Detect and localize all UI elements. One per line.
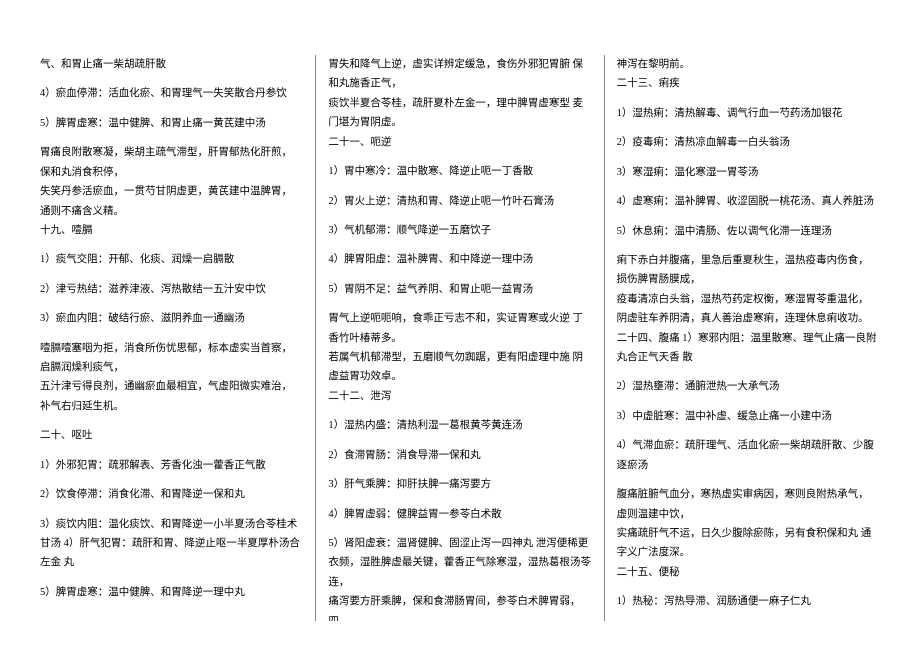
paragraph: 1）湿热内盛：清热利湿一葛根黄芩黄连汤 xyxy=(328,416,591,435)
paragraph: 4）气滞血瘀：疏肝理气、活血化瘀一柴胡疏肝散、少腹逐瘀汤 xyxy=(617,436,880,475)
paragraph: 2）津亏热结：滋养津液、泻热散结一五汁安中饮 xyxy=(40,280,303,299)
paragraph: 痢下赤白并腹痛，里急后重夏秋生，温热疫毒内伤食， 损伤脾胃肠膜成， 疫毒清凉白头… xyxy=(617,251,880,368)
paragraph: 5）脾胃虚寒：温中健脾、和胃止痛一黄芪建中汤 xyxy=(40,114,303,133)
column-3: 神泻在黎明前。 二十三、痢疾 1）湿热痢：清热解毒、调气行血一芍药汤加银花 2）… xyxy=(605,55,880,621)
column-1: 气、和胃止痛一柴胡疏肝散 4）瘀血停滞：活血化瘀、和胃理气一失笑散合丹参饮 5）… xyxy=(40,55,316,621)
paragraph: 4）脾胃阳虚：温补脾胃、和中降逆一理中汤 xyxy=(328,250,591,269)
paragraph: 2）食滞胃肠：消食导滞一保和丸 xyxy=(328,446,591,465)
paragraph: 胃气上逆呃呃响，食乖正亏志不和，实证胃寒或火逆 丁香竹叶椿蒂多。 若属气机郁滞型… xyxy=(328,309,591,406)
paragraph: 噎膈噎塞咽为拒，消食所伤忧思郁，标本虚实当首察， 启膈润燥利痰气， 五汁津亏得良… xyxy=(40,339,303,417)
paragraph: 1）外邪犯胃：疏邪解表、芳香化浊一藿香正气散 xyxy=(40,456,303,475)
paragraph: 3）寒湿痢：温化寒湿一胃苓汤 xyxy=(617,163,880,182)
paragraph: 2）饮食停滞：消食化滞、和胃降逆一保和丸 xyxy=(40,485,303,504)
paragraph: 2）疫毒痢：清热凉血解毒一白头翁汤 xyxy=(617,133,880,152)
paragraph: 1）痰气交阻：开郁、化痰、润燥一启膈散 xyxy=(40,250,303,269)
paragraph: 2）湿热壅滞：通腑泄热一大承气汤 xyxy=(617,377,880,396)
paragraph: 胃失和降气上逆，虚实详辨定缓急，食伤外邪犯胃腑 保和丸施香正气， 痰饮半夏合苓桂… xyxy=(328,55,591,152)
paragraph: 4）瘀血停滞：活血化瘀、和胃理气一失笑散合丹参饮 xyxy=(40,84,303,103)
paragraph: 二十、呕吐 xyxy=(40,426,303,445)
paragraph: 3）肝气乘脾：抑肝扶脾一痛泻要方 xyxy=(328,475,591,494)
paragraph: 3）中虚脏寒：温中补虚、缓急止痛一小建中汤 xyxy=(617,407,880,426)
paragraph: 腹痛脏腑气血分，寒热虚实审病因，寒则良附热承气， 虚则温建中饮， 实痛疏肝气不运… xyxy=(617,485,880,582)
paragraph: 5）脾胃虚寒：温中健脾、和胃降逆一理中丸 xyxy=(40,583,303,602)
document-page: 气、和胃止痛一柴胡疏肝散 4）瘀血停滞：活血化瘀、和胃理气一失笑散合丹参饮 5）… xyxy=(40,55,880,621)
paragraph: 1）热秘：泻热导滞、润肠通便一麻子仁丸 xyxy=(617,592,880,611)
paragraph: 2）胃火上逆：清热和胃、降逆止呃一竹叶石膏汤 xyxy=(328,192,591,211)
paragraph: 气、和胃止痛一柴胡疏肝散 xyxy=(40,55,303,74)
column-2: 胃失和降气上逆，虚实详辨定缓急，食伤外邪犯胃腑 保和丸施香正气， 痰饮半夏合苓桂… xyxy=(316,55,604,621)
paragraph: 4）脾胃虚弱：健脾益胃一参苓白术散 xyxy=(328,505,591,524)
paragraph: 神泻在黎明前。 二十三、痢疾 xyxy=(617,55,880,94)
paragraph: 5）休息痢：温中清肠、佐以调气化滞一连理汤 xyxy=(617,222,880,241)
paragraph: 3）痰饮内阻：温化痰饮、和胃降逆一小半夏汤合苓桂术甘汤 4）肝气犯胃：疏肝和胃、… xyxy=(40,515,303,573)
paragraph: 5）胃阴不足：益气养阴、和胃止呃一益胃汤 xyxy=(328,280,591,299)
paragraph: 胃痛良附散寒凝，柴胡主疏气滞型，肝胃郁热化肝煎， 保和丸消食积停， 失笑丹参活瘀… xyxy=(40,143,303,240)
paragraph: 1）湿热痢：清热解毒、调气行血一芍药汤加银花 xyxy=(617,104,880,123)
paragraph: 4）虚寒痢：温补脾胃、收涩固脱一桃花汤、真人养脏汤 xyxy=(617,192,880,211)
paragraph: 3）气机郁滞：顺气降逆一五磨饮子 xyxy=(328,221,591,240)
paragraph: 1）胃中寒冷：温中散寒、降逆止呃一丁香散 xyxy=(328,162,591,181)
paragraph: 5）肾阳虚衰：温肾健脾、固涩止泻一四神丸 泄泻便稀更衣频，湿胜脾虚最关键，藿香正… xyxy=(328,534,591,621)
paragraph: 3）瘀血内阻：破结行瘀、滋阴养血一通幽汤 xyxy=(40,309,303,328)
